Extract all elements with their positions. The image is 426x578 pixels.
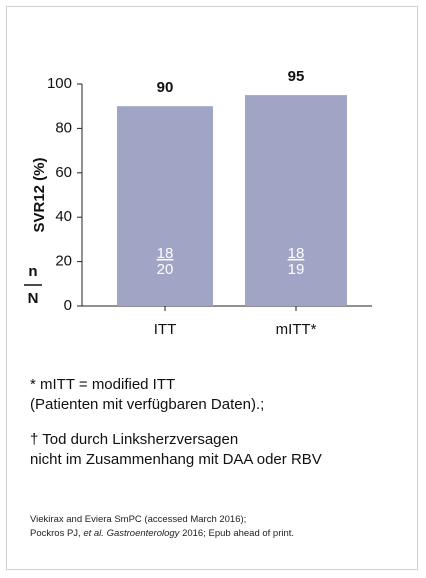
y-tick-label: 60: [55, 164, 72, 181]
reference: Viekirax and Eviera SmPC (accessed March…: [30, 514, 247, 525]
reference-text: Pockros PJ,: [30, 528, 84, 539]
y-tick-label: 20: [55, 253, 72, 270]
bar: [117, 106, 213, 306]
x-tick-label: ITT: [154, 321, 177, 338]
n-label: n: [28, 263, 37, 280]
x-tick-label: mITT*: [276, 321, 317, 338]
frame: [6, 6, 418, 570]
y-tick-label: 40: [55, 208, 72, 225]
y-tick-label: 80: [55, 119, 72, 136]
footnote: nicht im Zusammenhang mit DAA oder RBV: [30, 451, 322, 468]
footnote: † Tod durch Linksherzversagen: [30, 431, 239, 448]
reference-italic: et al. Gastroenterology: [83, 528, 180, 539]
bar: [245, 95, 347, 306]
value-label: 90: [157, 79, 174, 96]
N-label: N: [28, 290, 39, 307]
y-tick-label: 0: [64, 297, 72, 314]
n-value: 18: [157, 245, 174, 262]
footnote: (Patienten mit verfügbaren Daten).;: [30, 396, 265, 413]
N-value: 20: [157, 261, 174, 278]
y-tick-label: 100: [47, 75, 72, 92]
y-axis-label: SVR12 (%): [31, 157, 48, 232]
value-label: 95: [288, 68, 305, 85]
N-value: 19: [288, 261, 305, 278]
reference-text: 2016; Epub ahead of print.: [179, 528, 295, 539]
footnote: * mITT = modified ITT: [30, 376, 176, 393]
reference: Pockros PJ, et al. Gastroenterology 2016…: [30, 528, 294, 539]
n-value: 18: [288, 245, 305, 262]
